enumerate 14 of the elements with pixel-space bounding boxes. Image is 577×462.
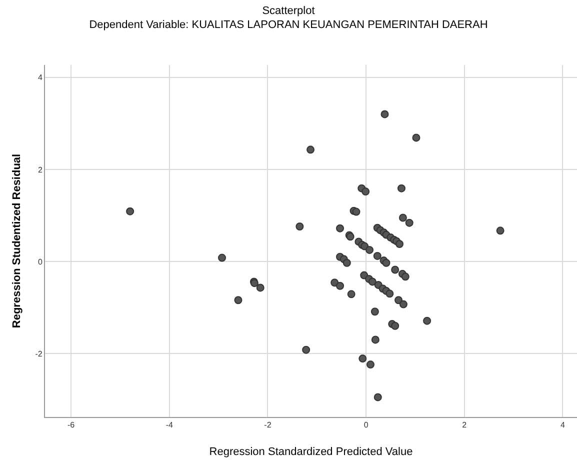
y-tick-label: -2 — [35, 349, 43, 358]
x-tick-label: 0 — [364, 420, 369, 430]
y-axis-title: Regression Studentized Residual — [10, 154, 23, 328]
y-tick-label: 0 — [38, 257, 43, 266]
x-axis-title: Regression Standardized Predicted Value — [209, 446, 413, 458]
x-tick-label: 2 — [462, 420, 468, 430]
y-tick-label: 4 — [38, 73, 43, 82]
x-tick-label: -6 — [67, 420, 76, 430]
y-tick-label: 2 — [38, 165, 43, 174]
x-tick-label: 4 — [560, 420, 566, 430]
chart-subtitle: Dependent Variable: KUALITAS LAPORAN KEUANGAN PEMERINTAH DAERAH — [89, 19, 488, 32]
x-tick-label: -4 — [166, 420, 174, 430]
x-tick-label: -2 — [264, 420, 272, 430]
chart-title: Scatterplot — [262, 4, 315, 17]
